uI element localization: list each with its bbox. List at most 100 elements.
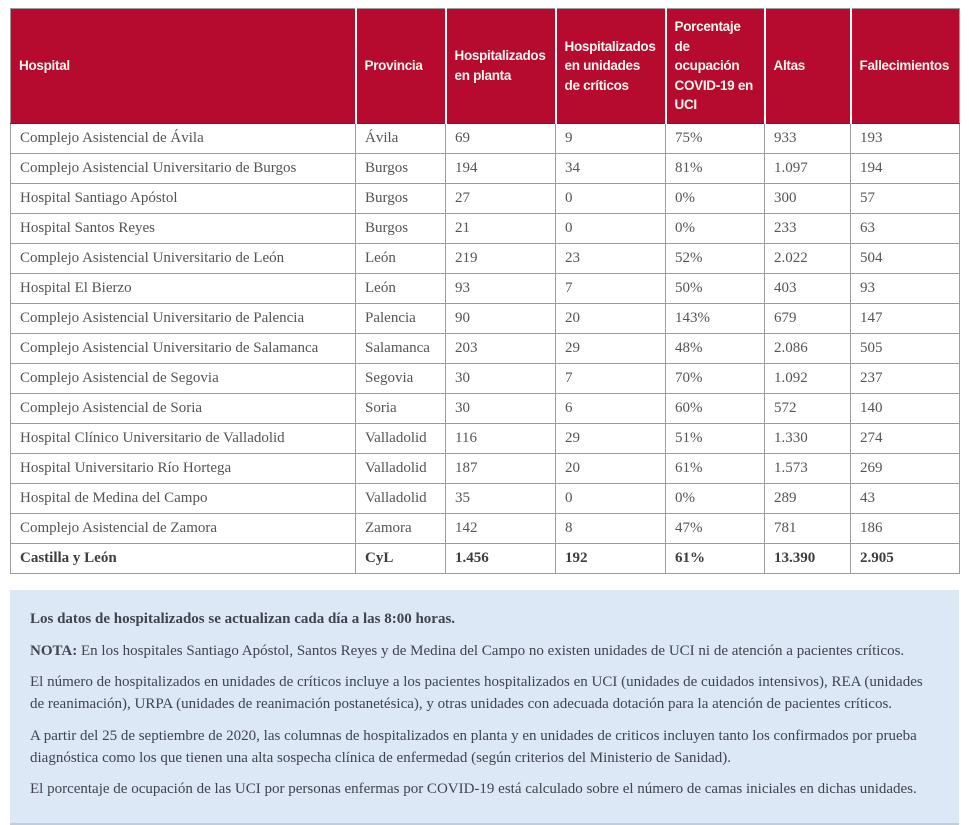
criticos-cell: 23: [555, 242, 666, 274]
criticos-cell: 20: [555, 302, 666, 334]
altas-cell: 2.086: [764, 332, 851, 364]
uci-ocupacion-cell: 75%: [665, 122, 765, 154]
notes-panel: Los datos de hospitalizados se actualiza…: [10, 589, 959, 825]
planta-cell: 142: [445, 512, 556, 544]
column-header-hospital: Hospital: [10, 8, 357, 124]
hospital-name-cell: Hospital Clínico Universitario de Vallad…: [10, 422, 356, 454]
fallecimientos-cell: 193: [850, 122, 960, 154]
criticos-cell: 0: [555, 182, 666, 214]
provincia-cell: Palencia: [355, 302, 446, 334]
uci-ocupacion-cell: 81%: [665, 152, 765, 184]
page: Hospital Provincia Hospitalizados en pla…: [10, 8, 960, 825]
provincia-cell: Zamora: [355, 512, 446, 544]
table-row: Complejo Asistencial de Ávila Ávila 69 9 75%…: [10, 122, 960, 154]
provincia-cell: Salamanca: [355, 332, 446, 364]
planta-cell: 203: [445, 332, 556, 364]
column-header-planta: Hospitalizados en planta: [445, 8, 557, 124]
table-row: Complejo Asistencial de Zamora Zamora 142 8…: [10, 512, 960, 544]
altas-cell: 1.330: [764, 422, 851, 454]
altas-cell: 300: [764, 182, 851, 214]
uci-ocupacion-cell: 52%: [665, 242, 765, 274]
table-row: Complejo Asistencial Universitario de Sa…: [10, 332, 960, 364]
hospital-name-cell: Hospital El Bierzo: [10, 272, 356, 304]
table-row: Complejo Asistencial Universitario de Bu…: [10, 152, 960, 184]
provincia-cell: León: [355, 272, 446, 304]
criticos-cell: 0: [555, 482, 666, 514]
fallecimientos-cell: 140: [850, 392, 960, 424]
uci-ocupacion-cell: 61%: [665, 542, 765, 574]
table-row: Hospital Santos Reyes Burgos 21 0 0% 233 63: [10, 212, 960, 244]
provincia-cell: Ávila: [355, 122, 446, 154]
criticos-cell: 29: [555, 332, 666, 364]
uci-ocupacion-cell: 50%: [665, 272, 765, 304]
criticos-cell: 7: [555, 272, 666, 304]
hospital-data-table: Hospital Provincia Hospitalizados en pla…: [10, 8, 960, 574]
table-row: Complejo Asistencial Universitario de Pa…: [10, 302, 960, 334]
altas-cell: 233: [764, 212, 851, 244]
fallecimientos-cell: 505: [850, 332, 960, 364]
planta-cell: 30: [445, 392, 556, 424]
note-paragraph: El porcentaje de ocupación de las UCI po…: [30, 781, 917, 798]
fallecimientos-cell: 274: [850, 422, 960, 454]
criticos-cell: 29: [555, 422, 666, 454]
planta-cell: 219: [445, 242, 556, 274]
altas-cell: 1.097: [764, 152, 851, 184]
note-paragraph: Los datos de hospitalizados se actualiza…: [30, 610, 456, 627]
table-body: Complejo Asistencial de Ávila Ávila 69 9 75%…: [10, 122, 960, 574]
fallecimientos-cell: 147: [850, 302, 960, 334]
planta-cell: 21: [445, 212, 556, 244]
fallecimientos-cell: 194: [850, 152, 960, 184]
hospital-name-cell: Complejo Asistencial Universitario de Sa…: [10, 332, 356, 364]
provincia-cell: CyL: [355, 542, 446, 574]
fallecimientos-cell: 93: [850, 272, 960, 304]
uci-ocupacion-cell: 0%: [665, 182, 765, 214]
criticos-cell: 192: [555, 542, 666, 574]
provincia-cell: León: [355, 242, 446, 274]
hospital-name-cell: Complejo Asistencial Universitario de Pa…: [10, 302, 356, 334]
uci-ocupacion-cell: 70%: [665, 362, 765, 394]
hospital-name-cell: Hospital Santos Reyes: [10, 212, 356, 244]
uci-ocupacion-cell: 47%: [665, 512, 765, 544]
uci-ocupacion-cell: 0%: [665, 212, 765, 244]
uci-ocupacion-cell: 0%: [665, 482, 765, 514]
criticos-cell: 7: [555, 362, 666, 394]
provincia-cell: Burgos: [355, 212, 446, 244]
planta-cell: 90: [445, 302, 556, 334]
altas-cell: 679: [764, 302, 851, 334]
table-total-row: Castilla y León CyL 1.456 192 61% 13.390 2.905: [10, 542, 960, 574]
column-header-provincia: Provincia: [355, 8, 447, 124]
altas-cell: 13.390: [764, 542, 851, 574]
column-header-altas: Altas: [764, 8, 852, 124]
uci-ocupacion-cell: 143%: [665, 302, 765, 334]
table-row: Complejo Asistencial de Soria Soria 30 6 60%…: [10, 392, 960, 424]
criticos-cell: 0: [555, 212, 666, 244]
altas-cell: 572: [764, 392, 851, 424]
provincia-cell: Valladolid: [355, 422, 446, 454]
column-header-criticos: Hospitalizados en unidades de críticos: [555, 8, 667, 124]
altas-cell: 403: [764, 272, 851, 304]
provincia-cell: Valladolid: [355, 482, 446, 514]
hospital-name-cell: Complejo Asistencial de Segovia: [10, 362, 356, 394]
planta-cell: 116: [445, 422, 556, 454]
table-row: Complejo Asistencial Universitario de Le…: [10, 242, 960, 274]
altas-cell: 1.092: [764, 362, 851, 394]
provincia-cell: Burgos: [355, 152, 446, 184]
planta-cell: 69: [445, 122, 556, 154]
note-paragraph: NOTA: En los hospitales Santiago Apóstol…: [30, 642, 905, 659]
uci-ocupacion-cell: 51%: [665, 422, 765, 454]
fallecimientos-cell: 57: [850, 182, 960, 214]
hospital-name-cell: Complejo Asistencial Universitario de Le…: [10, 242, 356, 274]
fallecimientos-cell: 269: [850, 452, 960, 484]
note-prefix: NOTA:: [30, 642, 78, 659]
uci-ocupacion-cell: 48%: [665, 332, 765, 364]
provincia-cell: Segovia: [355, 362, 446, 394]
fallecimientos-cell: 186: [850, 512, 960, 544]
table-row: Hospital Santiago Apóstol Burgos 27 0 0% 300 5…: [10, 182, 960, 214]
hospital-name-cell: Hospital Santiago Apóstol: [10, 182, 356, 214]
provincia-cell: Soria: [355, 392, 446, 424]
hospital-name-cell: Complejo Asistencial Universitario de Bu…: [10, 152, 356, 184]
criticos-cell: 8: [555, 512, 666, 544]
column-header-uci-ocupacion: Porcentaje de ocupación COVID-19 en UCI: [665, 8, 766, 124]
criticos-cell: 34: [555, 152, 666, 184]
hospital-name-cell: Castilla y León: [10, 542, 356, 574]
